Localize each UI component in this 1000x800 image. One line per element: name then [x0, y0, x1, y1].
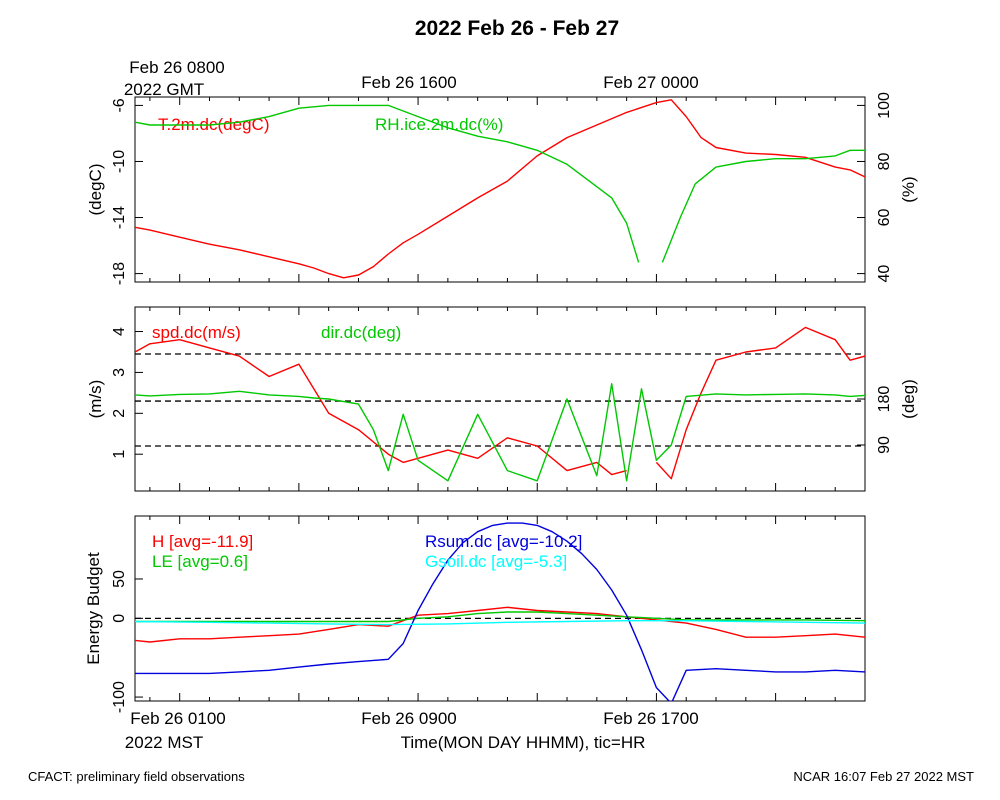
y-tick-label-right-4: 40 [876, 265, 893, 283]
y-axis-label-right: (deg) [899, 379, 918, 419]
top-time-label-2: Feb 26 1600 [361, 73, 456, 92]
footer-left-note: CFACT: preliminary field observations [28, 769, 245, 784]
plot-frame [134, 306, 866, 492]
top-time-label-1: Feb 26 0800 [129, 58, 224, 77]
legend-h: H [avg=-11.9] [152, 532, 253, 551]
series-line-rh-ice-2m-dc- [135, 104, 865, 263]
series-line-spd-dc-m-s- [135, 326, 865, 480]
x-axis-label: Time(MON DAY HHMM), tic=HR [401, 733, 646, 752]
legend-rh-ice-2m-dc-: RH.ice.2m.dc(%) [375, 115, 503, 134]
y-tick-label-left-4: 4 [111, 327, 128, 336]
y-tick-label-left-4: -18 [111, 262, 128, 285]
y-axis-label-left: (m/s) [86, 380, 105, 419]
y-tick-label-right-2: 80 [876, 152, 893, 170]
y-axis-label-left: Energy Budget [84, 552, 103, 665]
y-tick-label-left-2: -10 [111, 150, 128, 173]
bottom-time-label-3: Feb 26 1700 [603, 709, 698, 728]
series-line-gsoil-dc [135, 620, 865, 626]
y-tick-label-right-1: 100 [876, 92, 893, 119]
panel-wind: 1 2 3 4 (m/s) 90 180 (deg) spd.dc(m/s) dir.dc(deg… [86, 306, 918, 492]
series-line-h [135, 606, 865, 643]
y-tick-label-left-3: -100 [111, 681, 128, 713]
top-time-label-1-line2: 2022 GMT [124, 80, 204, 99]
footer-right-note: NCAR 16:07 Feb 27 2022 MST [793, 769, 974, 784]
y-tick-label-left-2: 2 [111, 409, 128, 418]
y-tick-label-right-3: 60 [876, 209, 893, 227]
bottom-time-label-2: Feb 26 0900 [361, 709, 456, 728]
plot-frame [134, 96, 866, 283]
series-line-le [135, 611, 865, 623]
y-tick-label-left-3: -14 [111, 206, 128, 229]
y-tick-label-left-1: 50 [111, 570, 128, 588]
bottom-time-axis-labels: Feb 26 0100 2022 MST Feb 26 0900 Feb 26 … [125, 709, 699, 752]
series-line-rsum-dc [135, 522, 865, 701]
legend-rsum-dc: Rsum.dc [avg=-10.2] [425, 532, 582, 551]
legend-gsoil-dc: Gsoil.dc [avg=-5.3] [425, 552, 567, 571]
y-tick-label-left-2: 0 [111, 614, 128, 623]
series-line-dir-dc-deg- [135, 383, 865, 482]
plot-frame [134, 515, 866, 702]
legend-spd-dc-m-s-: spd.dc(m/s) [152, 323, 241, 342]
bottom-time-label-1: Feb 26 0100 [130, 709, 225, 728]
y-tick-label-left-3: 3 [111, 368, 128, 377]
top-time-label-3: Feb 27 0000 [603, 73, 698, 92]
y-axis-label-left: (degC) [86, 164, 105, 216]
panel-temperature-humidity: -6-10-14-18(degC)100806040(%)T.2m.dc(deg… [86, 92, 918, 285]
bottom-time-label-1-line2: 2022 MST [125, 733, 203, 752]
legend-dir-dc-deg-: dir.dc(deg) [321, 323, 401, 342]
y-tick-label-right-1: 90 [876, 436, 893, 454]
y-tick-label-left-1: -6 [111, 98, 128, 112]
y-tick-label-right-2: 180 [876, 386, 893, 413]
chart-title: 2022 Feb 26 - Feb 27 [415, 17, 619, 40]
y-tick-label-left-1: 1 [111, 450, 128, 459]
y-axis-label-right: (%) [899, 176, 918, 202]
top-time-axis-labels: Feb 26 0800 2022 GMT Feb 26 1600 Feb 27 … [124, 58, 699, 99]
legend-le: LE [avg=0.6] [152, 552, 248, 571]
panel-energy-budget: 50 0 -100 Energy Budget H [avg=-11.9]LE [avg… [84, 515, 866, 713]
series-line-t-2m-dc-degc- [135, 99, 865, 279]
